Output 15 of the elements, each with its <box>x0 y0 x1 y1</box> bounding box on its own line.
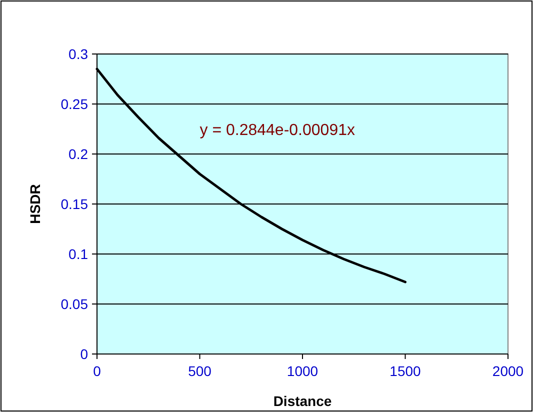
y-tick-label: 0.2 <box>68 146 88 162</box>
x-axis-title: Distance <box>273 393 332 409</box>
y-tick-label: 0.1 <box>68 246 88 262</box>
x-tick-label: 2000 <box>492 363 524 379</box>
y-tick-label: 0.15 <box>60 196 88 212</box>
x-tick-label: 1500 <box>390 363 422 379</box>
y-axis-title: HSDR <box>27 184 43 224</box>
y-tick-label: 0.3 <box>68 46 88 62</box>
annotation: y = 0.2844e-0.00091x <box>200 122 355 139</box>
y-tick-label: 0.05 <box>60 296 88 312</box>
y-tick-label: 0.25 <box>60 96 88 112</box>
x-tick-label: 500 <box>188 363 212 379</box>
x-tick-label: 0 <box>93 363 102 379</box>
y-tick-label: 0 <box>80 346 88 362</box>
x-tick-label: 1000 <box>286 363 318 379</box>
